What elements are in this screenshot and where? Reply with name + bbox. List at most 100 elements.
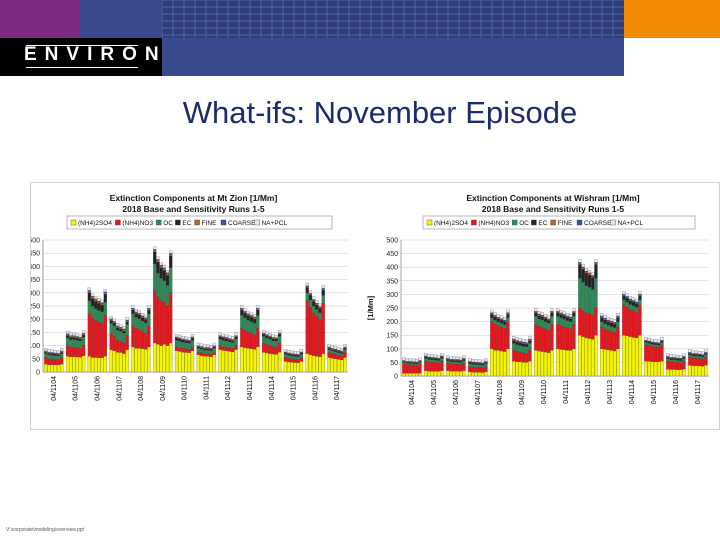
bar-segment [455, 371, 460, 377]
bar-segment [609, 320, 614, 322]
bar-segment [190, 346, 195, 351]
bar-segment [190, 337, 195, 339]
bar-segment [253, 316, 257, 318]
bar-segment [515, 337, 519, 341]
bar-segment [600, 315, 604, 317]
bar-segment [660, 337, 664, 341]
bar-segment [240, 308, 244, 310]
bar-segment [540, 315, 544, 317]
bar-segment [340, 351, 344, 353]
bar-segment [600, 348, 604, 377]
bar-segment [547, 323, 551, 331]
bar-segment [525, 362, 529, 377]
bar-segment [694, 357, 698, 366]
bar-segment [503, 320, 507, 322]
bar-segment [134, 311, 138, 313]
bar-segment [556, 308, 560, 312]
bar-segment [112, 322, 116, 324]
bar-segment [424, 360, 428, 371]
bar-segment [268, 336, 272, 338]
bar-segment [490, 317, 494, 322]
bar-segment [581, 266, 585, 269]
bar-segment [701, 351, 705, 355]
bar-segment [209, 345, 213, 349]
bar-segment [556, 348, 560, 377]
legend-label: OC [163, 220, 173, 227]
header-orange-block [624, 0, 720, 38]
bar-segment [308, 293, 313, 295]
bar-segment [312, 296, 316, 300]
bar-segment [249, 321, 254, 334]
bar-segment [584, 271, 588, 274]
bar-segment [240, 308, 244, 311]
bar-segment [512, 336, 516, 340]
bar-segment [572, 324, 576, 349]
bar-segment [262, 352, 266, 373]
bar-segment [591, 277, 595, 290]
bar-segment [274, 346, 279, 355]
bar-segment [94, 320, 98, 358]
bar-segment [525, 343, 529, 345]
bar-segment [231, 348, 235, 353]
bar-segment [315, 300, 319, 304]
bar-segment [565, 320, 570, 328]
bar-segment [265, 352, 269, 373]
bar-segment [60, 348, 64, 351]
bar-segment [625, 296, 629, 298]
bar-segment [190, 340, 195, 348]
bar-segment [433, 354, 438, 358]
bar-segment [283, 349, 288, 353]
bar-segment [53, 350, 57, 354]
bar-segment [411, 373, 416, 377]
bar-segment [408, 358, 412, 362]
bar-segment [468, 371, 472, 377]
bar-segment [318, 356, 322, 373]
x-tick-label: 04/1115 [651, 380, 658, 404]
bar-segment [169, 253, 173, 255]
header-grid-block [162, 0, 624, 38]
bar-segment [515, 361, 519, 377]
bar-segment [147, 308, 151, 311]
bar-segment [50, 353, 54, 356]
bar-segment [682, 353, 686, 357]
bar-segment [262, 336, 266, 344]
bar-segment [265, 334, 269, 336]
bar-segment [274, 334, 279, 338]
bar-segment [446, 360, 450, 364]
bar-segment [103, 356, 107, 373]
bar-segment [315, 303, 319, 306]
bar-segment [199, 348, 204, 354]
bar-segment [312, 300, 316, 302]
bar-segment [293, 355, 297, 357]
bar-segment [125, 317, 129, 321]
bar-segment [283, 352, 288, 355]
bar-segment [44, 357, 48, 365]
bar-segment [81, 334, 86, 338]
bar-segment [274, 338, 279, 341]
slide-title: What-ifs: November Episode [182, 95, 578, 130]
bar-segment [87, 287, 91, 291]
bar-segment [452, 360, 456, 362]
bar-segment [506, 321, 510, 349]
bar-segment [212, 352, 216, 355]
bar-segment [333, 349, 338, 351]
bar-segment [613, 350, 617, 377]
bar-segment [278, 333, 282, 335]
bar-segment [174, 334, 179, 337]
bar-segment [635, 301, 639, 303]
bar-segment [112, 318, 116, 322]
bar-segment [550, 311, 554, 313]
bar-segment [140, 315, 145, 317]
bar-segment [330, 348, 334, 350]
bar-segment [584, 268, 588, 272]
bar-segment [147, 305, 151, 309]
bar-segment [240, 315, 244, 329]
x-tick-label: 04/1105 [73, 376, 80, 401]
bar-segment [606, 321, 610, 326]
bar-segment [603, 349, 607, 377]
bar-segment [305, 300, 309, 354]
bar-segment [290, 355, 294, 359]
bar-segment [256, 346, 260, 373]
bar-segment [228, 335, 232, 339]
bar-segment [60, 352, 64, 354]
